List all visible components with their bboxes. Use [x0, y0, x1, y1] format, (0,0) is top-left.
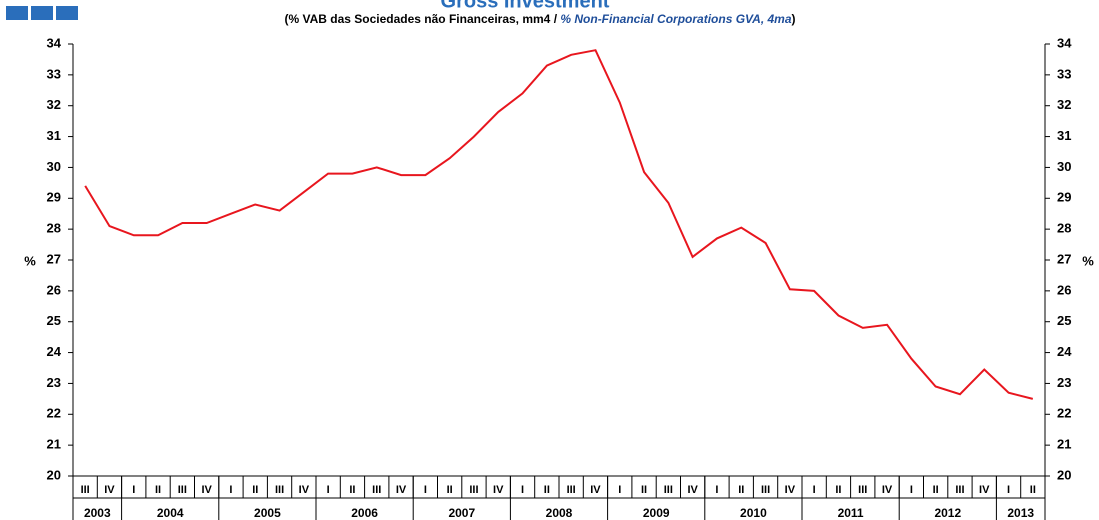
x-tick-label: I	[521, 484, 524, 496]
year-label: 2013	[1007, 506, 1034, 520]
y-tick-label: 31	[47, 128, 61, 143]
x-tick-label: IV	[396, 484, 407, 496]
y-tick-label: 30	[47, 159, 61, 174]
y2-tick-label: 24	[1057, 344, 1072, 359]
x-tick-label: III	[469, 484, 478, 496]
x-tick-label: II	[447, 484, 453, 496]
y-tick-label: 25	[47, 313, 61, 328]
y-tick-label: 27	[47, 251, 61, 266]
x-tick-label: IV	[590, 484, 601, 496]
y-tick-label: 33	[47, 66, 61, 81]
y-tick-label: 32	[47, 97, 61, 112]
y2-tick-label: 26	[1057, 282, 1071, 297]
x-tick-label: IV	[104, 484, 115, 496]
y2-tick-label: 22	[1057, 406, 1071, 421]
x-tick-label: I	[424, 484, 427, 496]
x-tick-label: III	[567, 484, 576, 496]
y2-tick-label: 28	[1057, 221, 1071, 236]
x-tick-label: II	[155, 484, 161, 496]
y-tick-label: 34	[47, 35, 62, 50]
y-axis-label: %	[24, 253, 36, 268]
x-tick-label: IV	[687, 484, 698, 496]
y-tick-label: 24	[47, 344, 62, 359]
y2-tick-label: 21	[1057, 437, 1071, 452]
x-tick-label: I	[229, 484, 232, 496]
x-tick-label: III	[372, 484, 381, 496]
x-tick-label: II	[835, 484, 841, 496]
year-label: 2004	[157, 506, 184, 520]
y-tick-label: 21	[47, 437, 61, 452]
x-tick-label: II	[544, 484, 550, 496]
y-tick-label: 28	[47, 221, 61, 236]
x-tick-label: I	[618, 484, 621, 496]
y2-tick-label: 33	[1057, 66, 1071, 81]
y2-axis-label: %	[1082, 253, 1094, 268]
y-tick-label: 26	[47, 282, 61, 297]
y2-tick-label: 23	[1057, 375, 1071, 390]
y2-tick-label: 25	[1057, 313, 1071, 328]
x-tick-label: II	[349, 484, 355, 496]
x-tick-label: III	[761, 484, 770, 496]
x-tick-label: II	[252, 484, 258, 496]
x-tick-label: III	[178, 484, 187, 496]
year-label: 2007	[448, 506, 475, 520]
y2-tick-label: 30	[1057, 159, 1071, 174]
x-tick-label: III	[955, 484, 964, 496]
y-tick-label: 29	[47, 190, 61, 205]
data-line	[84, 49, 1034, 400]
x-tick-label: II	[738, 484, 744, 496]
y2-tick-label: 20	[1057, 467, 1071, 482]
chart-subtitle: (% VAB das Sociedades não Financeiras, m…	[284, 12, 795, 26]
y-tick-label: 22	[47, 406, 61, 421]
year-label: 2009	[643, 506, 670, 520]
year-label: 2008	[546, 506, 573, 520]
x-tick-label: II	[1030, 484, 1036, 496]
subtitle-en: % Non-Financial Corporations GVA, 4ma	[560, 12, 791, 26]
x-tick-label: IV	[201, 484, 212, 496]
x-tick-label: I	[132, 484, 135, 496]
x-tick-label: I	[327, 484, 330, 496]
y2-tick-label: 29	[1057, 190, 1071, 205]
x-tick-label: I	[910, 484, 913, 496]
x-tick-label: IV	[299, 484, 310, 496]
x-tick-label: IV	[979, 484, 990, 496]
year-label: 2011	[838, 506, 864, 520]
y2-tick-label: 27	[1057, 251, 1071, 266]
logo-block	[56, 6, 78, 20]
x-tick-label: III	[275, 484, 284, 496]
year-label: 2003	[84, 506, 111, 520]
logo-block	[6, 6, 28, 20]
subtitle-end: )	[792, 12, 796, 26]
x-tick-label: III	[664, 484, 673, 496]
x-tick-label: IV	[785, 484, 796, 496]
x-tick-label: III	[81, 484, 90, 496]
year-label: 2012	[934, 506, 961, 520]
chart-title: Gross Investment	[441, 0, 610, 12]
x-tick-label: I	[1007, 484, 1010, 496]
year-label: 2006	[351, 506, 378, 520]
x-tick-label: III	[858, 484, 867, 496]
x-tick-label: I	[715, 484, 718, 496]
x-tick-label: I	[813, 484, 816, 496]
y2-tick-label: 34	[1057, 35, 1072, 50]
y2-tick-label: 32	[1057, 97, 1071, 112]
subtitle-pt: (% VAB das Sociedades não Financeiras, m…	[284, 12, 560, 26]
y-tick-label: 23	[47, 375, 61, 390]
x-tick-label: IV	[882, 484, 893, 496]
y-tick-label: 20	[47, 467, 61, 482]
x-tick-label: II	[641, 484, 647, 496]
x-tick-label: IV	[493, 484, 504, 496]
x-tick-label: II	[933, 484, 939, 496]
year-label: 2005	[254, 506, 281, 520]
y2-tick-label: 31	[1057, 128, 1071, 143]
logo-block	[31, 6, 53, 20]
year-label: 2010	[740, 506, 767, 520]
